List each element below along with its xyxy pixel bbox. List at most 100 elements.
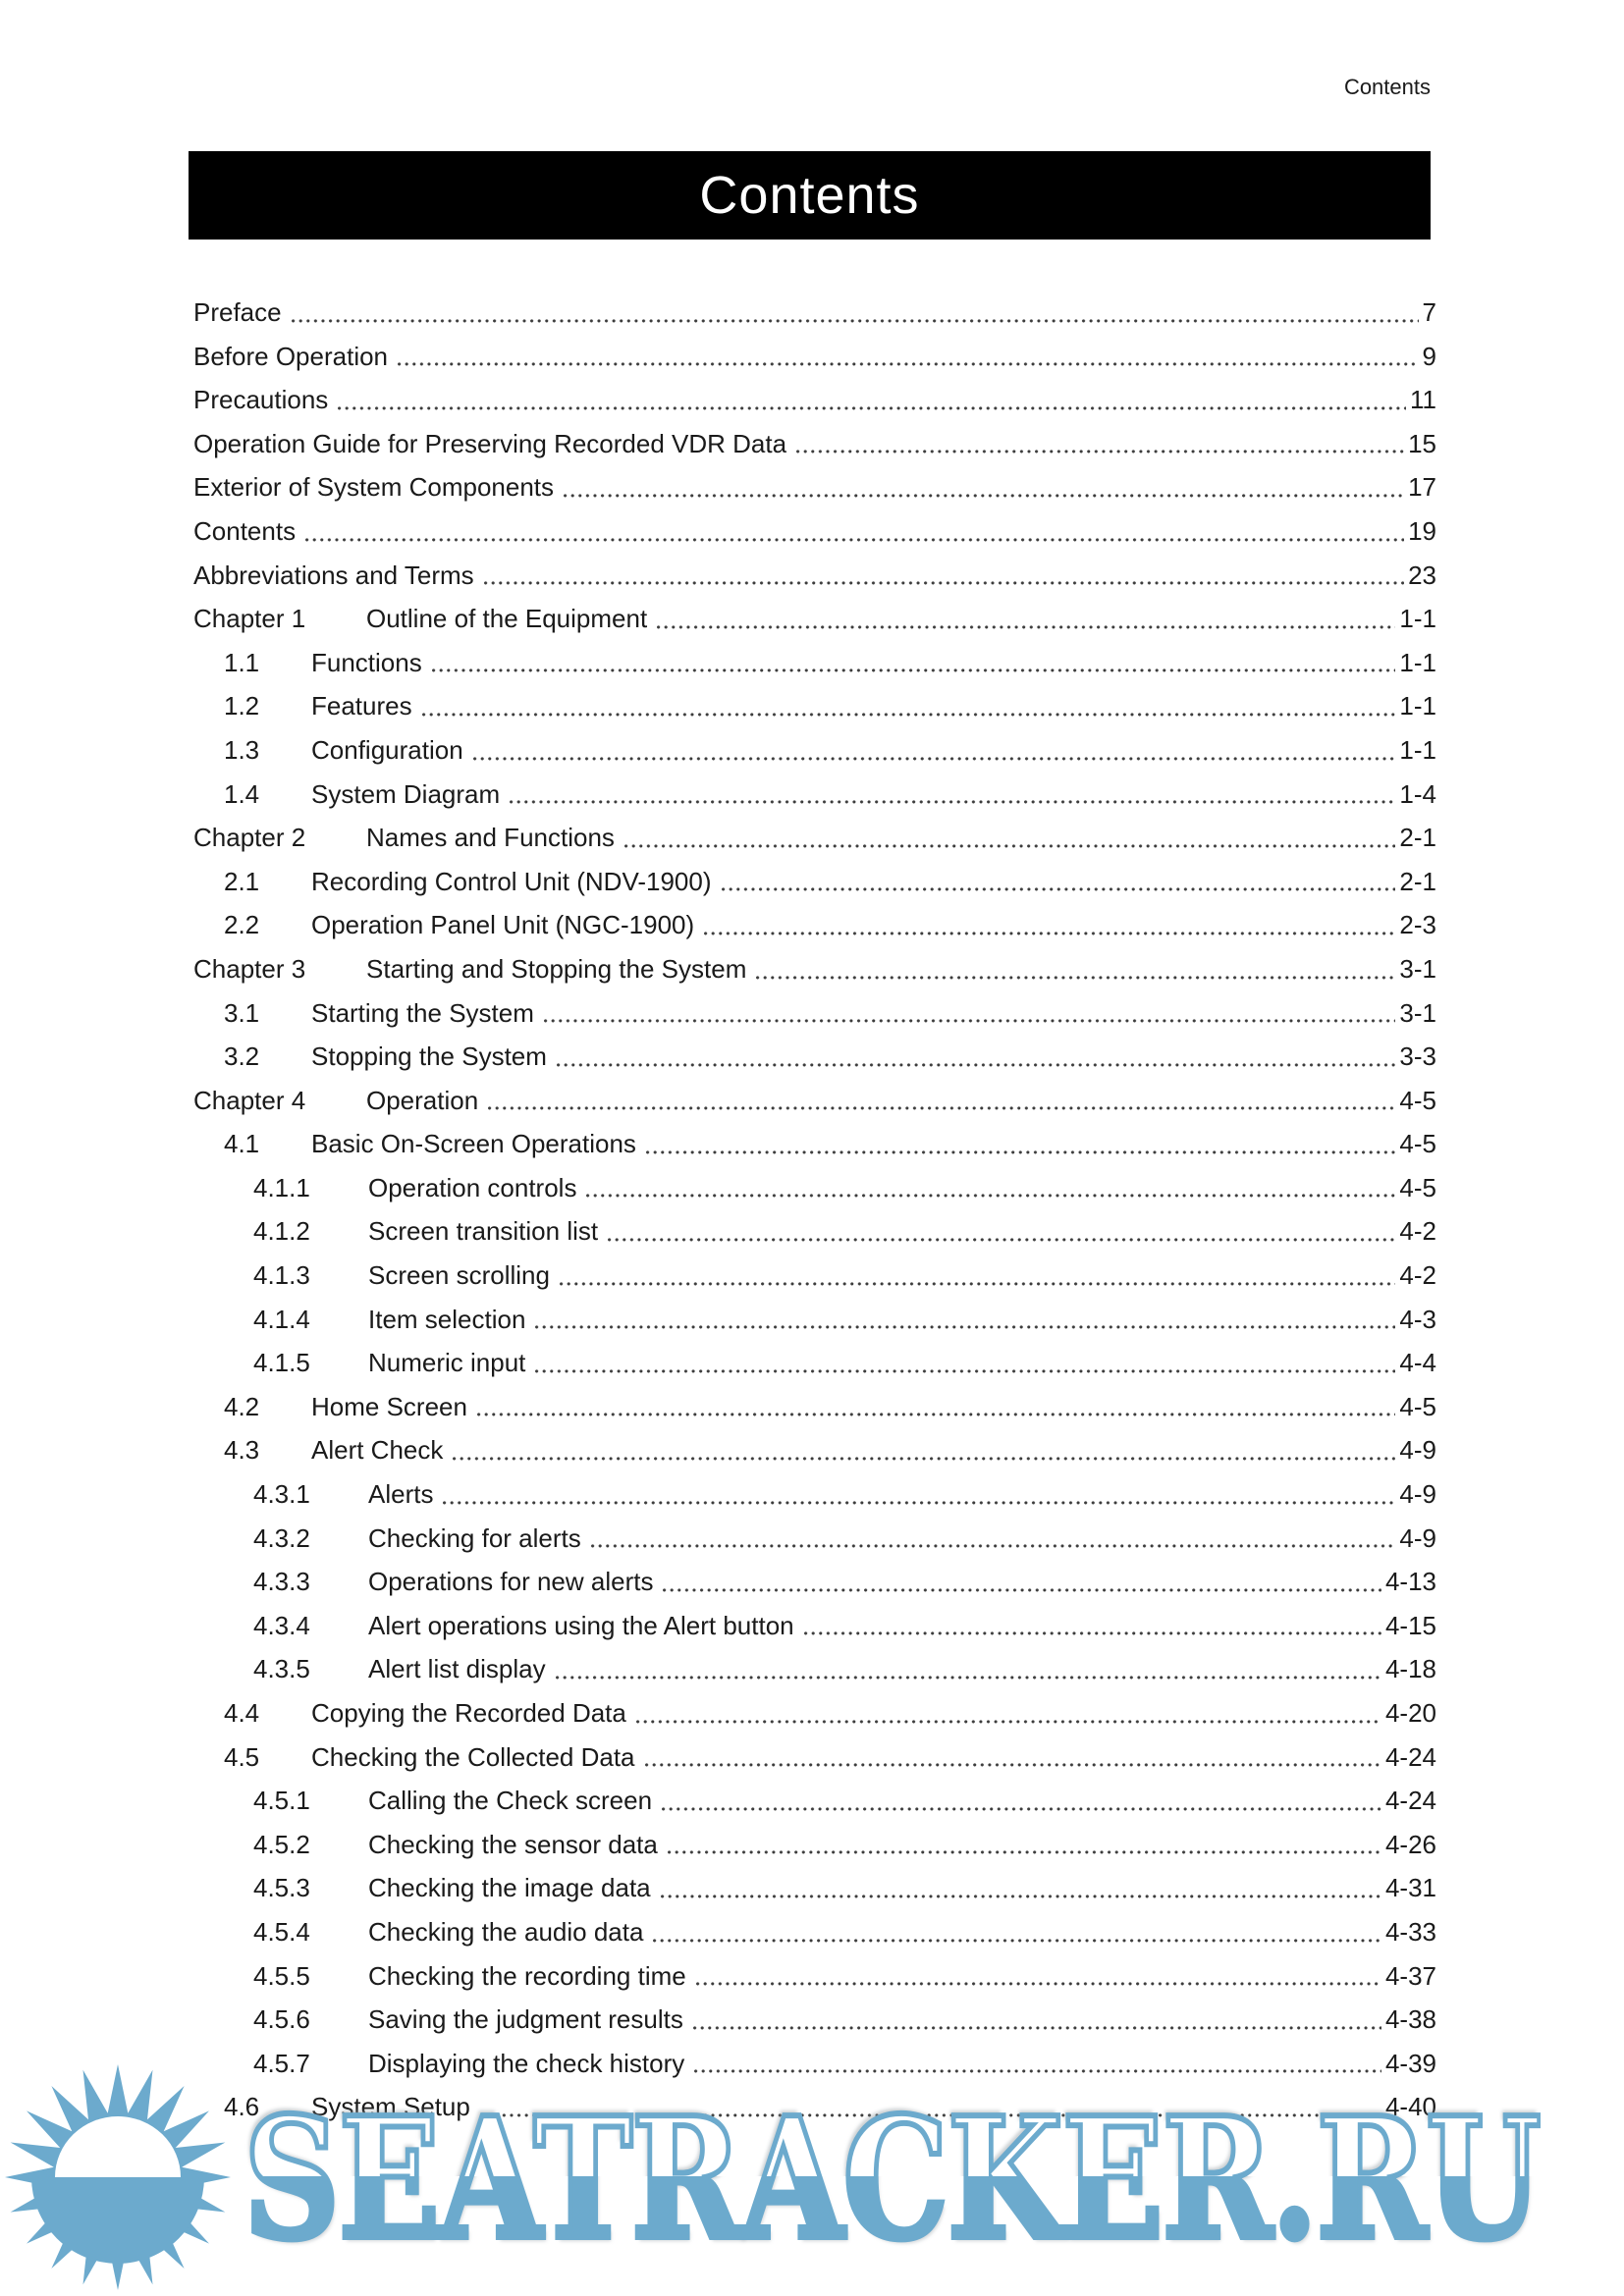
toc-entry-label[interactable]: Operation Panel Unit (NGC-1900): [311, 910, 695, 940]
toc-entry-label[interactable]: Operation controls: [368, 1172, 577, 1202]
page-title-banner: Contents: [189, 151, 1431, 240]
toc-entry-label[interactable]: Item selection: [368, 1304, 526, 1334]
toc-page-number: 2-1: [1399, 823, 1436, 853]
toc-page-number: 11: [1410, 385, 1436, 415]
toc-leader-dots: [657, 624, 1396, 629]
toc-page-number: 4-5: [1399, 1129, 1436, 1159]
toc-entry-label[interactable]: Before Operation: [193, 341, 389, 371]
toc-entry-label[interactable]: Copying the Recorded Data: [311, 1698, 626, 1728]
toc-entry-label[interactable]: Operation Guide for Preserving Recorded …: [193, 428, 787, 458]
toc-entry-label[interactable]: Checking the image data: [368, 1873, 651, 1903]
toc-row: 4.3.3 Operations for new alerts 4-13: [193, 1560, 1436, 1604]
toc-page-number: 4-39: [1384, 2048, 1436, 2078]
toc-entry-label[interactable]: System Setup: [311, 2092, 470, 2122]
toc-entry-number: Chapter 2: [193, 823, 306, 853]
toc-entry-label[interactable]: Alert list display: [368, 1654, 546, 1684]
toc-leader-dots: [692, 2025, 1381, 2030]
toc-entry-label[interactable]: Alerts: [368, 1479, 434, 1510]
toc-entry-number: 1.3: [224, 734, 260, 765]
toc-entry-label[interactable]: Screen scrolling: [368, 1260, 550, 1291]
toc-entry-label[interactable]: Recording Control Unit (NDV-1900): [311, 866, 712, 896]
toc-page-number: 1-1: [1399, 734, 1436, 765]
toc-leader-dots: [694, 2069, 1381, 2074]
toc-page-number: 4-37: [1384, 1960, 1436, 1991]
toc-entry-label[interactable]: Stopping the System: [311, 1041, 547, 1072]
toc-page-number: 4-9: [1399, 1522, 1436, 1553]
toc-entry-number: 4.4: [224, 1698, 260, 1728]
toc-entry-label[interactable]: Checking the audio data: [368, 1916, 644, 1947]
toc-entry-label[interactable]: Calling the Check screen: [368, 1786, 653, 1816]
toc-entry-label[interactable]: System Diagram: [311, 778, 501, 809]
toc-entry-label[interactable]: Operations for new alerts: [368, 1567, 654, 1597]
toc-page-number: 4-24: [1384, 1741, 1436, 1772]
toc-entry-label[interactable]: Outline of the Equipment: [366, 604, 648, 634]
toc-row: 4.5.2 Checking the sensor data 4-26: [193, 1823, 1436, 1867]
toc-entry-label[interactable]: Names and Functions: [366, 823, 615, 853]
toc-entry-label[interactable]: Basic On-Screen Operations: [311, 1129, 636, 1159]
toc-entry-label[interactable]: Alert Check: [311, 1435, 444, 1466]
toc-entry-label[interactable]: Abbreviations and Terms: [193, 560, 474, 590]
toc-page-number: 4-5: [1399, 1085, 1436, 1115]
toc-entry-label[interactable]: Screen transition list: [368, 1216, 599, 1247]
toc-entry-label[interactable]: Checking the Collected Data: [311, 1741, 635, 1772]
toc-entry-label[interactable]: Precautions: [193, 385, 329, 415]
toc-entry-number: 4.5: [224, 1741, 260, 1772]
toc-row: 2.2 Operation Panel Unit (NGC-1900) 2-3: [193, 903, 1436, 947]
toc-row: Chapter 1 Outline of the Equipment 1-1: [193, 597, 1436, 641]
toc-page-number: 1-1: [1399, 691, 1436, 721]
toc-entry-label[interactable]: Features: [311, 691, 412, 721]
toc-entry-label[interactable]: Functions: [311, 647, 422, 677]
toc-entry-number: 3.2: [224, 1041, 260, 1072]
toc-entry-label[interactable]: Numeric input: [368, 1348, 526, 1378]
toc-row: 4.1.4 Item selection 4-3: [193, 1298, 1436, 1342]
toc-entry-number: 4.1.4: [253, 1304, 310, 1334]
toc-leader-dots: [421, 712, 1396, 717]
toc-entry-label[interactable]: Alert operations using the Alert button: [368, 1610, 794, 1640]
toc-row: 4.1.5 Numeric input 4-4: [193, 1341, 1436, 1385]
toc-entry-label[interactable]: Checking for alerts: [368, 1522, 581, 1553]
toc-entry-label[interactable]: Displaying the check history: [368, 2048, 685, 2078]
toc-entry-label[interactable]: Starting and Stopping the System: [366, 953, 747, 984]
toc-entry-label[interactable]: Starting the System: [311, 997, 534, 1028]
toc-leader-dots: [796, 450, 1405, 454]
toc-row: 4.5.1 Calling the Check screen 4-24: [193, 1779, 1436, 1823]
toc-leader-dots: [453, 1457, 1396, 1462]
toc-entry-label[interactable]: Preface: [193, 297, 282, 327]
toc-leader-dots: [488, 1106, 1396, 1111]
toc-row: 1.1 Functions 1-1: [193, 641, 1436, 685]
toc-page-number: 19: [1408, 515, 1436, 546]
toc-row: 3.2 Stopping the System 3-3: [193, 1035, 1436, 1079]
toc-entry-number: 3.1: [224, 997, 260, 1028]
toc-entry-label[interactable]: Configuration: [311, 734, 463, 765]
toc-page-number: 4-9: [1399, 1435, 1436, 1466]
toc-entry-number: 1.1: [224, 647, 260, 677]
toc-leader-dots: [663, 1587, 1381, 1592]
toc-page-number: 4-3: [1399, 1304, 1436, 1334]
toc-entry-number: 4.1.5: [253, 1348, 310, 1378]
toc-page-number: 4-24: [1384, 1786, 1436, 1816]
toc-leader-dots: [476, 1413, 1396, 1417]
toc-row: 2.1 Recording Control Unit (NDV-1900) 2-1: [193, 860, 1436, 904]
toc-row: 4.5.4 Checking the audio data 4-33: [193, 1910, 1436, 1954]
toc-page-number: 2-3: [1399, 910, 1436, 940]
toc-page-number: 4-38: [1384, 2004, 1436, 2035]
toc-row: 4.3.5 Alert list display 4-18: [193, 1647, 1436, 1691]
toc-row: 4.3 Alert Check 4-9: [193, 1428, 1436, 1472]
toc-entry-label[interactable]: Home Screen: [311, 1391, 467, 1421]
toc-page-number: 4-9: [1399, 1479, 1436, 1510]
toc-entry-label[interactable]: Contents: [193, 515, 297, 546]
toc-page-number: 4-40: [1384, 2092, 1436, 2122]
toc-page-number: 4-26: [1384, 1829, 1436, 1859]
toc-entry-label[interactable]: Exterior of System Components: [193, 472, 555, 503]
toc-entry-label[interactable]: Saving the judgment results: [368, 2004, 683, 2035]
toc-entry-label[interactable]: Checking the recording time: [368, 1960, 686, 1991]
toc-page-number: 3-1: [1399, 997, 1436, 1028]
toc-row: 4.1.2 Screen transition list 4-2: [193, 1209, 1436, 1254]
toc-page-number: 4-2: [1399, 1216, 1436, 1247]
toc-row: 4.4 Copying the Recorded Data 4-20: [193, 1691, 1436, 1735]
toc-entry-label[interactable]: Operation: [366, 1085, 479, 1115]
toc-entry-label[interactable]: Checking the sensor data: [368, 1829, 658, 1859]
toc-row: Chapter 2 Names and Functions 2-1: [193, 816, 1436, 860]
toc-leader-dots: [472, 756, 1396, 761]
toc-entry-number: 4.6: [224, 2092, 260, 2122]
